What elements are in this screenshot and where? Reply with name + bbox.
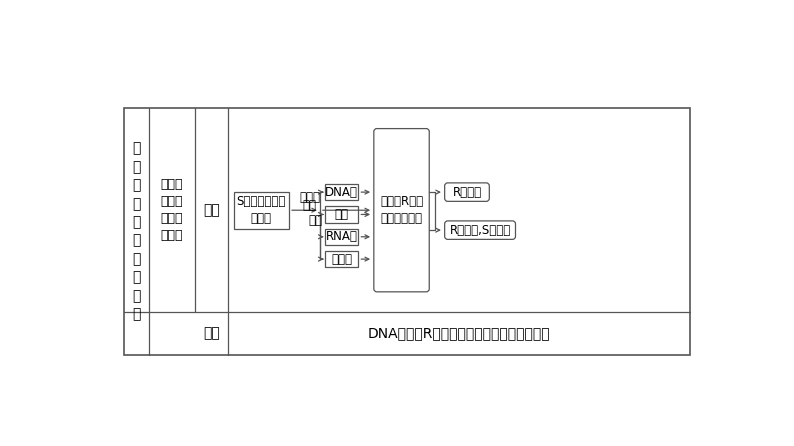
Text: 蛋白酶: 蛋白酶 xyxy=(331,252,352,266)
Text: 结论: 结论 xyxy=(203,326,220,340)
Text: DNA才是使R型细菌产生稳定遗传变化的物质: DNA才是使R型细菌产生稳定遗传变化的物质 xyxy=(368,326,550,340)
Text: 酯酶: 酯酶 xyxy=(334,208,349,221)
Text: 过程: 过程 xyxy=(203,203,220,217)
Bar xyxy=(125,108,690,355)
Bar xyxy=(325,184,358,200)
Text: S型细菌的细胞
提取物: S型细菌的细胞 提取物 xyxy=(237,195,286,225)
FancyBboxPatch shape xyxy=(374,128,430,292)
Bar xyxy=(325,229,358,245)
Text: 处理: 处理 xyxy=(308,215,322,227)
FancyBboxPatch shape xyxy=(445,221,515,240)
Text: RNA酶: RNA酶 xyxy=(326,230,357,243)
FancyBboxPatch shape xyxy=(445,183,489,201)
Bar xyxy=(325,251,358,267)
Text: DNA酶: DNA酶 xyxy=(325,186,358,198)
Bar xyxy=(233,192,289,229)
Text: 对照: 对照 xyxy=(303,199,317,212)
Bar xyxy=(325,206,358,223)
Text: 艾弗里
及其同
事的转
化实验: 艾弗里 及其同 事的转 化实验 xyxy=(161,178,183,242)
Text: 肺
炎
链
球
菌
的
转
化
实
验: 肺 炎 链 球 菌 的 转 化 实 验 xyxy=(133,141,141,321)
Text: R型细菌,S型细菌: R型细菌,S型细菌 xyxy=(449,223,511,237)
Text: 不处理: 不处理 xyxy=(299,191,321,204)
Text: R型细菌: R型细菌 xyxy=(453,186,481,198)
Text: 分别与R型细
菌的混合培养: 分别与R型细 菌的混合培养 xyxy=(380,195,423,225)
